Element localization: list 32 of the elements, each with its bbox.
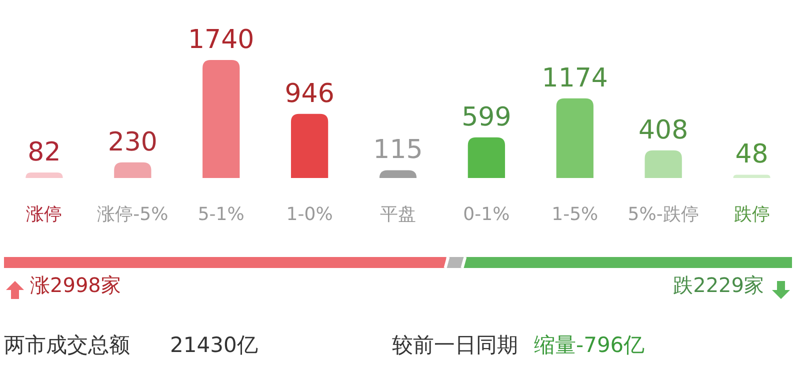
x-tick-label: 0-1% — [463, 204, 510, 225]
bar — [556, 98, 594, 178]
bar — [644, 150, 682, 178]
data-label: 涨2998家 — [30, 273, 121, 297]
bar — [468, 137, 506, 178]
data-label: 1740 — [188, 25, 254, 55]
data-label: 115 — [373, 135, 423, 166]
x-tick-label: 1-5% — [552, 204, 598, 225]
data-label: 408 — [638, 115, 688, 146]
data-label: 946 — [284, 78, 334, 109]
text: 较前一日同期 — [392, 333, 518, 357]
x-tick-label: 平盘 — [380, 204, 416, 225]
data-label: 599 — [462, 102, 512, 132]
x-tick-label: 5%-跌停 — [628, 204, 699, 225]
data-label: 跌2229家 — [673, 273, 764, 297]
bar — [733, 174, 770, 178]
x-tick-label: 涨停 — [26, 204, 62, 225]
data-label: 230 — [108, 127, 158, 158]
data-label: 1174 — [542, 63, 608, 94]
x-tick-label: 跌停 — [734, 204, 770, 225]
x-tick-label: 涨停-5% — [97, 204, 168, 225]
bar — [114, 162, 152, 178]
text: 缩量-796亿 — [534, 333, 645, 357]
data-label: 48 — [735, 140, 768, 170]
bar — [26, 172, 63, 178]
x-tick-label: 1-0% — [286, 204, 333, 225]
data-label: 82 — [28, 137, 61, 168]
x-tick-label: 5-1% — [198, 204, 244, 225]
bar — [202, 60, 240, 178]
bar — [290, 114, 328, 178]
text: 21430亿 — [170, 333, 258, 357]
text: 两市成交总额 — [4, 333, 130, 357]
